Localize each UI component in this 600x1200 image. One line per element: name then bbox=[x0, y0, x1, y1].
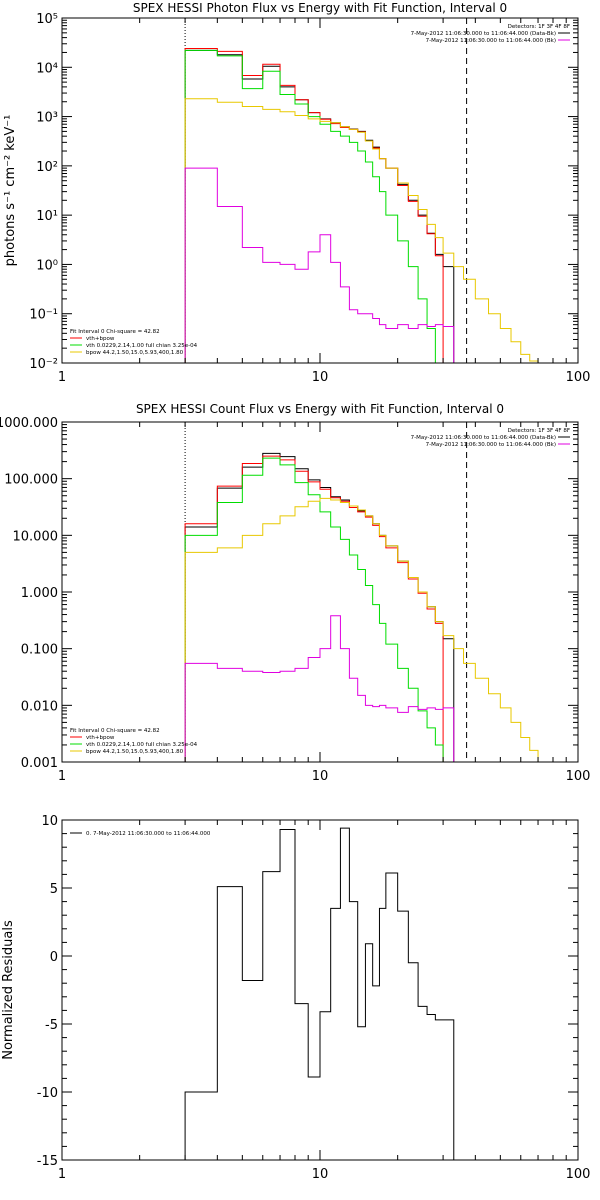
y-tick-label: -15 bbox=[37, 1154, 58, 1169]
legend-entry: vth 0.0229,2.14,1.00 full chian 3.25e-04 bbox=[86, 343, 198, 349]
x-tick-label: 100 bbox=[566, 370, 591, 385]
legend-entry: vth 0.0229,2.14,1.00 full chian 3.25e-04 bbox=[86, 742, 198, 748]
y-tick-label: -10 bbox=[37, 1086, 58, 1101]
header-line: 7-May-2012 11:06:30.000 to 11:06:44.000 … bbox=[426, 38, 556, 44]
legend-fit-label: Fit Interval 0 Chi-square = 42.82 bbox=[70, 728, 160, 734]
y-tick-label: 10⁻² bbox=[29, 357, 58, 372]
series-line-bpow bbox=[184, 497, 567, 762]
chart-title: SPEX HESSI Photon Flux vs Energy with Fi… bbox=[133, 1, 507, 15]
x-tick-label: 100 bbox=[566, 1167, 591, 1182]
series-line-background bbox=[184, 615, 455, 762]
chart-panel-0: 1 10 100 10⁻² 10⁻¹ 10⁰ 10¹ 10² 10³ 10⁴ 10⁵ SPEX HES… bbox=[3, 1, 590, 385]
y-tick-label: 10² bbox=[36, 160, 58, 175]
y-tick-label: 10.000 bbox=[13, 529, 59, 544]
series-line-vth bbox=[184, 49, 444, 363]
legend-entry: bpow 44.2,1.50,15.0,5.93,400,1.80 bbox=[86, 350, 184, 356]
legend-fit-label: Fit Interval 0 Chi-square = 42.82 bbox=[70, 329, 160, 335]
header-line: 7-May-2012 11:06:30.000 to 11:06:44.000 … bbox=[411, 31, 556, 37]
series-group bbox=[184, 48, 539, 363]
y-tick-label: 1000.000 bbox=[0, 416, 58, 431]
y-tick-label: 10⁻¹ bbox=[29, 308, 58, 323]
header-line: Detectors: 1F 3F 4F 8F bbox=[508, 24, 570, 30]
series-line-vth bbox=[184, 457, 444, 762]
y-tick-label: 10³ bbox=[36, 111, 58, 126]
series-line-bpow bbox=[184, 98, 539, 363]
legend-entry: vth+bpow bbox=[86, 336, 115, 342]
plot-frame bbox=[61, 17, 579, 364]
header-line: 7-May-2012 11:06:30.000 to 11:06:44.000 … bbox=[426, 442, 556, 448]
y-axis-label: photons s⁻¹ cm⁻² keV⁻¹ bbox=[3, 115, 18, 267]
x-tick-label: 100 bbox=[566, 769, 591, 784]
series-line-total bbox=[184, 49, 455, 363]
y-tick-label: 10¹ bbox=[36, 209, 58, 224]
series-line-fit_total bbox=[184, 455, 444, 762]
series-group bbox=[184, 452, 567, 762]
y-tick-label: -5 bbox=[45, 1018, 58, 1033]
series-group bbox=[184, 827, 455, 1160]
chart-panel-1: 1 10 100 0.001 0.010 0.100 1.000 10.000 100.000 1… bbox=[0, 402, 590, 784]
y-tick-label: 10⁰ bbox=[36, 258, 58, 273]
header-line: Detectors: 1F 3F 4F 8F bbox=[508, 428, 570, 434]
y-tick-label: 0 bbox=[50, 950, 58, 965]
x-tick-label: 1 bbox=[58, 769, 66, 784]
y-tick-label: 100.000 bbox=[4, 473, 58, 488]
x-tick-label: 10 bbox=[312, 1167, 329, 1182]
x-tick-label: 1 bbox=[58, 370, 66, 385]
plot-frame bbox=[61, 819, 579, 1161]
y-tick-label: 1.000 bbox=[21, 586, 58, 601]
plot-frame bbox=[61, 421, 579, 763]
legend-entry: 0. 7-May-2012 11:06:30.000 to 11:06:44.0… bbox=[86, 831, 211, 837]
y-tick-label: 0.010 bbox=[21, 699, 58, 714]
legend-entry: vth+bpow bbox=[86, 735, 115, 741]
chart-panel-2: 1 10 100 -15 -10 -5 0 5 10 Normalized Residuals 0.… bbox=[1, 814, 590, 1182]
y-tick-label: 10⁴ bbox=[36, 61, 58, 76]
y-tick-label: 10 bbox=[41, 814, 58, 829]
y-tick-label: 0.001 bbox=[21, 756, 58, 771]
x-tick-label: 10 bbox=[312, 769, 329, 784]
y-tick-label: 5 bbox=[50, 882, 58, 897]
x-tick-label: 10 bbox=[312, 370, 329, 385]
header-line: 7-May-2012 11:06:30.000 to 11:06:44.000 … bbox=[411, 435, 556, 441]
series-line-background bbox=[184, 167, 455, 363]
legend-entry: bpow 44.2,1.50,15.0,5.93,400,1.80 bbox=[86, 749, 184, 755]
x-tick-label: 1 bbox=[58, 1167, 66, 1182]
y-tick-label: 0.100 bbox=[21, 643, 58, 658]
series-line-total bbox=[184, 827, 455, 1160]
chart-title: SPEX HESSI Count Flux vs Energy with Fit… bbox=[136, 402, 504, 416]
y-tick-label: 10⁵ bbox=[36, 12, 58, 27]
y-axis-label: Normalized Residuals bbox=[1, 920, 16, 1060]
